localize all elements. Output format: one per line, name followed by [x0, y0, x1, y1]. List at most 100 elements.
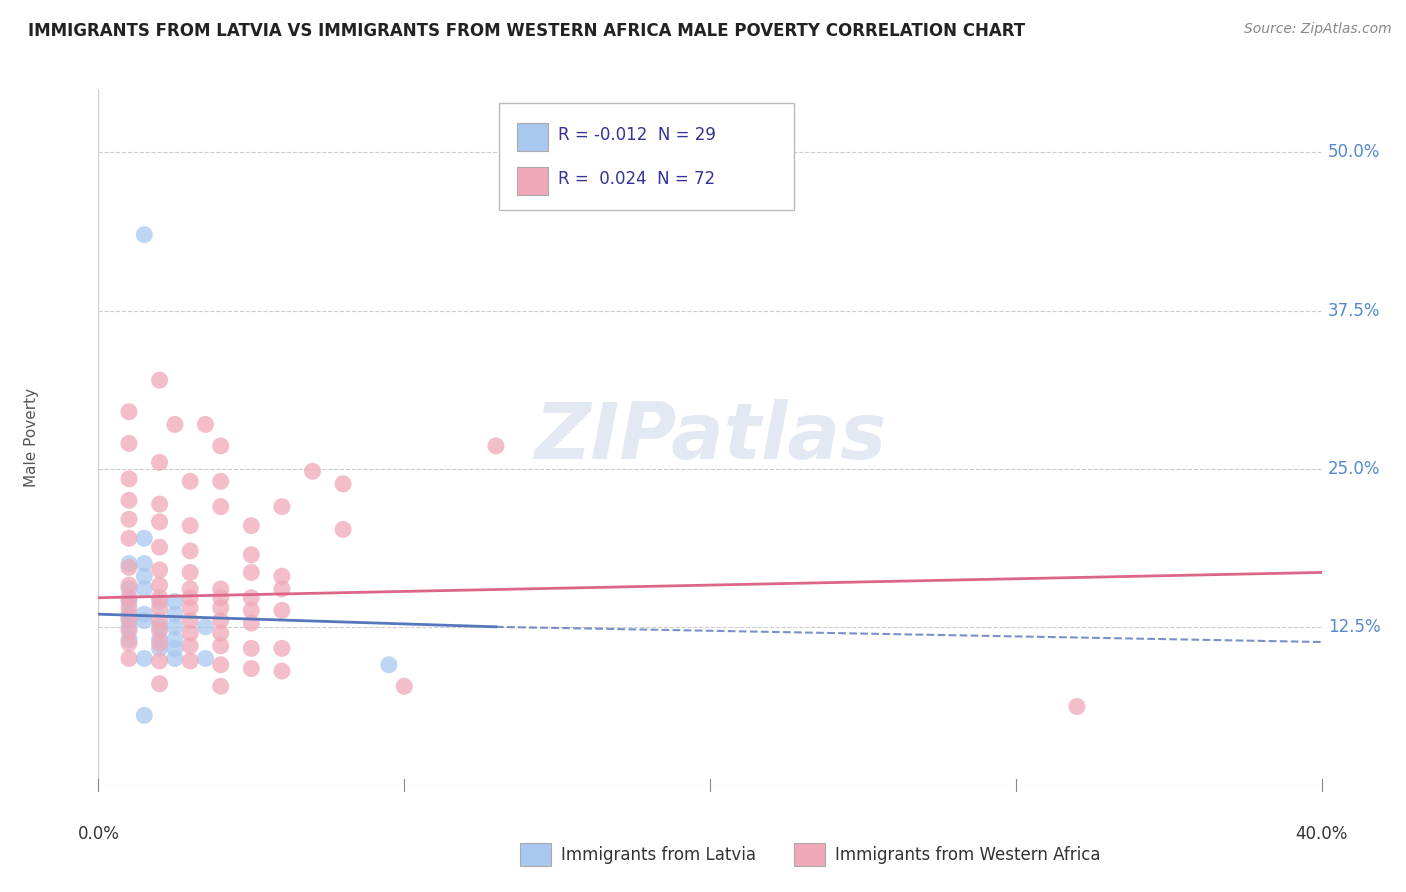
Point [118, 651, 141, 665]
Point [240, 603, 263, 617]
Point [332, 523, 354, 537]
Point [134, 557, 156, 571]
Point [270, 664, 292, 678]
Point [209, 475, 232, 489]
Point [301, 464, 323, 478]
Text: 37.5%: 37.5% [1327, 301, 1381, 319]
Point [118, 512, 141, 526]
Point [134, 569, 156, 583]
Point [134, 607, 156, 622]
Point [134, 227, 156, 242]
Point [118, 600, 141, 615]
Point [118, 611, 141, 625]
Point [209, 591, 232, 605]
Point [209, 639, 232, 653]
Point [118, 582, 141, 596]
Point [149, 497, 172, 511]
Point [179, 639, 201, 653]
Point [149, 563, 172, 577]
Text: Immigrants from Latvia: Immigrants from Latvia [561, 846, 756, 863]
Point [270, 582, 292, 596]
Point [240, 641, 263, 656]
Text: R = -0.012  N = 29: R = -0.012 N = 29 [558, 126, 716, 144]
Point [118, 557, 141, 571]
Point [118, 531, 141, 545]
Point [209, 626, 232, 640]
Point [118, 560, 141, 574]
Point [240, 662, 263, 676]
Text: IMMIGRANTS FROM LATVIA VS IMMIGRANTS FROM WESTERN AFRICA MALE POVERTY CORRELATIO: IMMIGRANTS FROM LATVIA VS IMMIGRANTS FRO… [28, 22, 1025, 40]
Point [179, 566, 201, 580]
Point [163, 620, 186, 634]
Point [118, 632, 141, 647]
Point [149, 654, 172, 668]
Point [118, 594, 141, 608]
Point [149, 455, 172, 469]
Point [240, 591, 263, 605]
Point [118, 472, 141, 486]
Point [149, 614, 172, 628]
Point [149, 515, 172, 529]
Point [118, 614, 141, 628]
Point [270, 500, 292, 514]
Point [163, 417, 186, 432]
Point [118, 405, 141, 419]
Point [134, 614, 156, 628]
Point [179, 614, 201, 628]
Point [179, 518, 201, 533]
Point [209, 582, 232, 596]
Point [134, 582, 156, 596]
Point [163, 632, 186, 647]
Text: 0.0%: 0.0% [77, 825, 120, 843]
Text: R =  0.024  N = 72: R = 0.024 N = 72 [558, 169, 716, 187]
Point [118, 591, 141, 605]
Point [179, 626, 201, 640]
Point [209, 439, 232, 453]
Text: ZIPatlas: ZIPatlas [534, 399, 886, 475]
Point [149, 540, 172, 554]
Point [270, 641, 292, 656]
Point [163, 594, 186, 608]
Point [240, 615, 263, 630]
Point [179, 544, 201, 558]
Point [209, 614, 232, 628]
Text: 40.0%: 40.0% [1295, 825, 1348, 843]
Point [134, 531, 156, 545]
Text: Source: ZipAtlas.com: Source: ZipAtlas.com [1244, 22, 1392, 37]
Point [118, 493, 141, 508]
Point [194, 651, 217, 665]
Point [209, 600, 232, 615]
Point [163, 641, 186, 656]
Point [149, 636, 172, 650]
Point [134, 651, 156, 665]
Point [270, 603, 292, 617]
Point [392, 679, 416, 693]
Point [179, 591, 201, 605]
Point [209, 657, 232, 672]
Point [118, 607, 141, 622]
Point [134, 708, 156, 723]
Point [332, 476, 354, 491]
Point [270, 569, 292, 583]
Point [118, 436, 141, 450]
Point [149, 632, 172, 647]
Point [149, 600, 172, 615]
Point [194, 620, 217, 634]
Point [149, 591, 172, 605]
Text: Immigrants from Western Africa: Immigrants from Western Africa [835, 846, 1101, 863]
Point [209, 679, 232, 693]
Point [179, 582, 201, 596]
Text: 12.5%: 12.5% [1327, 618, 1381, 636]
Text: 50.0%: 50.0% [1327, 144, 1381, 161]
Point [163, 607, 186, 622]
Text: Male Poverty: Male Poverty [24, 387, 38, 487]
Point [240, 548, 263, 562]
Point [179, 475, 201, 489]
Point [163, 651, 186, 665]
Point [118, 624, 141, 638]
Point [149, 594, 172, 608]
Point [179, 600, 201, 615]
Point [240, 518, 263, 533]
Point [118, 578, 141, 592]
Point [149, 373, 172, 387]
